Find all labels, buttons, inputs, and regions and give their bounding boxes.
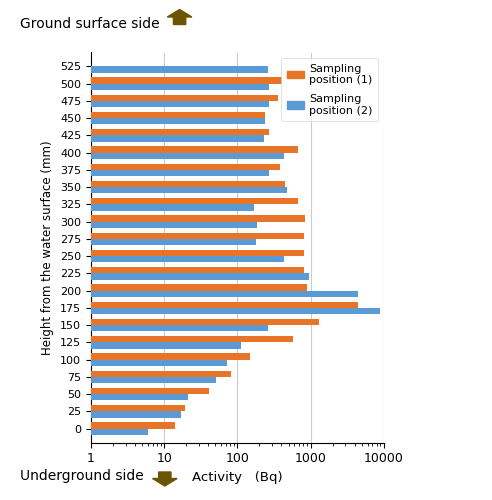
Bar	[91, 181, 285, 187]
Bar	[91, 204, 254, 210]
Bar	[91, 232, 304, 239]
Bar	[91, 422, 175, 428]
Bar	[91, 239, 256, 245]
Bar	[91, 222, 257, 228]
Bar	[91, 152, 284, 159]
Bar	[91, 412, 181, 418]
Text: Underground side: Underground side	[20, 469, 144, 483]
Bar	[91, 370, 231, 377]
Bar	[91, 319, 319, 325]
Bar	[91, 290, 358, 297]
Bar	[91, 256, 284, 262]
Bar	[91, 274, 309, 280]
Y-axis label: Height from the water surface (mm): Height from the water surface (mm)	[41, 140, 55, 355]
Bar	[91, 198, 298, 204]
Bar	[91, 136, 264, 141]
Bar	[91, 250, 304, 256]
Bar	[91, 129, 269, 136]
Bar	[91, 170, 269, 176]
Bar	[91, 284, 308, 290]
Bar	[91, 146, 298, 152]
Bar	[91, 267, 304, 274]
Bar	[91, 325, 268, 332]
Bar	[91, 394, 188, 400]
Bar	[91, 78, 281, 84]
Bar	[91, 360, 226, 366]
Bar	[91, 342, 241, 348]
Bar	[91, 112, 265, 118]
Bar	[91, 66, 268, 72]
Bar	[91, 187, 287, 194]
Bar	[91, 405, 184, 411]
Bar	[91, 377, 216, 383]
Bar	[91, 354, 250, 360]
X-axis label: Activity   (Bq): Activity (Bq)	[192, 471, 283, 484]
Bar	[91, 428, 148, 435]
Bar	[91, 302, 358, 308]
Bar	[91, 308, 380, 314]
Bar	[91, 388, 209, 394]
Bar	[91, 118, 265, 124]
Text: Ground surface side: Ground surface side	[20, 16, 159, 30]
Bar	[91, 164, 280, 170]
Bar	[91, 94, 278, 101]
Bar	[91, 336, 293, 342]
Legend: Sampling
position (1), Sampling
position (2): Sampling position (1), Sampling position…	[281, 58, 378, 122]
Bar	[91, 216, 305, 222]
Bar	[91, 84, 269, 90]
Bar	[91, 101, 269, 107]
